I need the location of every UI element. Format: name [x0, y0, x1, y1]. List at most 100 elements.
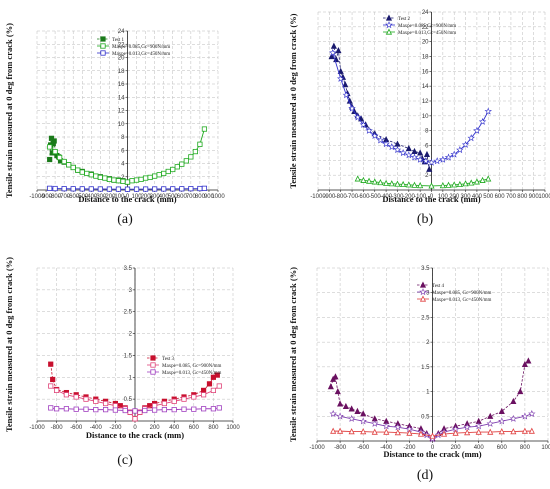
data-point: [336, 412, 344, 420]
y-tick-label: 12: [118, 109, 125, 115]
data-point: [103, 400, 109, 407]
data-point: [360, 428, 367, 435]
series-line: [330, 360, 529, 440]
data-point: [423, 150, 431, 158]
data-point: [124, 186, 131, 192]
data-point: [517, 388, 524, 395]
x-tick-label: -900: [323, 194, 336, 200]
data-point: [214, 372, 220, 378]
data-point: [152, 186, 158, 192]
legend-marker: [419, 288, 427, 296]
data-point: [179, 186, 185, 192]
data-point: [52, 148, 58, 155]
data-point: [399, 149, 407, 157]
data-point: [133, 186, 140, 192]
data-point: [439, 182, 446, 189]
data-point: [354, 407, 361, 414]
data-point: [360, 410, 367, 417]
legend-marker: [150, 355, 156, 361]
y-tick-label: 16: [422, 69, 429, 75]
data-point: [137, 409, 143, 415]
x-tick-label: 1000: [538, 194, 550, 200]
x-tick-label: 800: [195, 194, 206, 200]
data-point: [394, 429, 401, 436]
x-tick-label: 400: [169, 425, 180, 431]
data-point: [63, 392, 69, 398]
x-tick-label: 200: [150, 425, 161, 431]
data-point: [174, 164, 180, 170]
data-point: [188, 186, 194, 192]
series-test-1: [47, 135, 131, 185]
x-tick-label: 500: [168, 194, 179, 200]
data-point: [327, 383, 334, 390]
x-tick-label: 900: [204, 194, 215, 200]
data-point: [498, 407, 505, 414]
data-point: [337, 400, 344, 407]
data-point: [347, 414, 356, 422]
y-tick-label: 8: [425, 129, 429, 135]
y-tick-label: 10: [118, 122, 125, 128]
data-point: [456, 146, 464, 154]
data-point: [410, 153, 419, 161]
data-point: [485, 175, 492, 182]
data-point: [342, 402, 349, 410]
data-point: [383, 179, 390, 186]
data-point: [54, 387, 60, 394]
data-point: [83, 406, 89, 412]
data-point: [122, 407, 128, 414]
data-point: [47, 156, 53, 163]
legend-marker: [419, 295, 427, 302]
x-tick-label: -400: [85, 194, 98, 200]
x-tick-label: -400: [380, 194, 393, 200]
data-point: [440, 430, 448, 437]
x-tick-label: -800: [51, 425, 64, 431]
y-tick-label: 2: [129, 332, 133, 338]
data-point: [521, 412, 529, 420]
x-tick-label: -100: [112, 194, 125, 200]
data-point: [388, 143, 396, 151]
data-point: [206, 381, 213, 387]
data-point: [93, 398, 99, 404]
data-point: [417, 149, 424, 156]
data-point: [216, 405, 222, 411]
y-tick-label: 0.5: [421, 414, 430, 420]
chart-panel-2: -1000-900 -800 -700 -600 -500 -400 -300 -200 -10…: [288, 10, 550, 227]
data-point: [70, 186, 76, 192]
series-maxpe-0-085-gc-900n-mm: [329, 48, 492, 166]
data-point: [127, 409, 133, 415]
y-tick-label: 22: [422, 25, 429, 31]
data-point: [93, 173, 99, 179]
legend-marker: [419, 281, 427, 288]
data-point: [428, 182, 435, 189]
data-point: [201, 126, 208, 132]
data-point: [54, 406, 60, 412]
data-point: [120, 178, 126, 184]
data-point: [359, 120, 368, 128]
y-tick-label: 2: [121, 175, 125, 181]
legend-label: Maxpe=0.013,Gc=450N/mm: [398, 31, 456, 36]
data-point: [411, 181, 418, 188]
data-point: [510, 428, 517, 435]
data-point: [528, 427, 535, 434]
y-tick-label: 18: [118, 69, 125, 75]
x-tick-label: 800: [208, 425, 219, 431]
x-tick-label: 1000: [211, 194, 225, 200]
y-tick-label: 16: [118, 82, 125, 88]
x-tick-label: 1000: [541, 445, 550, 451]
data-point: [183, 158, 189, 164]
y-tick-label: 14: [422, 84, 429, 90]
data-point: [376, 136, 385, 144]
legend-marker: [150, 362, 156, 368]
data-point: [97, 186, 103, 192]
data-point: [48, 361, 54, 367]
x-tick-label: 700: [186, 194, 197, 200]
legend-label: Maxpe=0.085,Gc=900N/mm: [398, 24, 456, 29]
data-point: [463, 423, 471, 431]
x-tick-label: -600: [67, 194, 80, 200]
y-axis-label: Tensile strain measured at 0 deg from cr…: [4, 23, 14, 198]
data-point: [521, 360, 528, 367]
y-tick-label: 3.5: [124, 266, 133, 272]
x-axis-label: Distance to the crack (mm): [383, 449, 481, 459]
panel-label: (d): [417, 468, 434, 483]
legend: Test 4 Maxpe=0.085, Gc=900N/mm Maxpe=0.013…: [417, 281, 491, 303]
